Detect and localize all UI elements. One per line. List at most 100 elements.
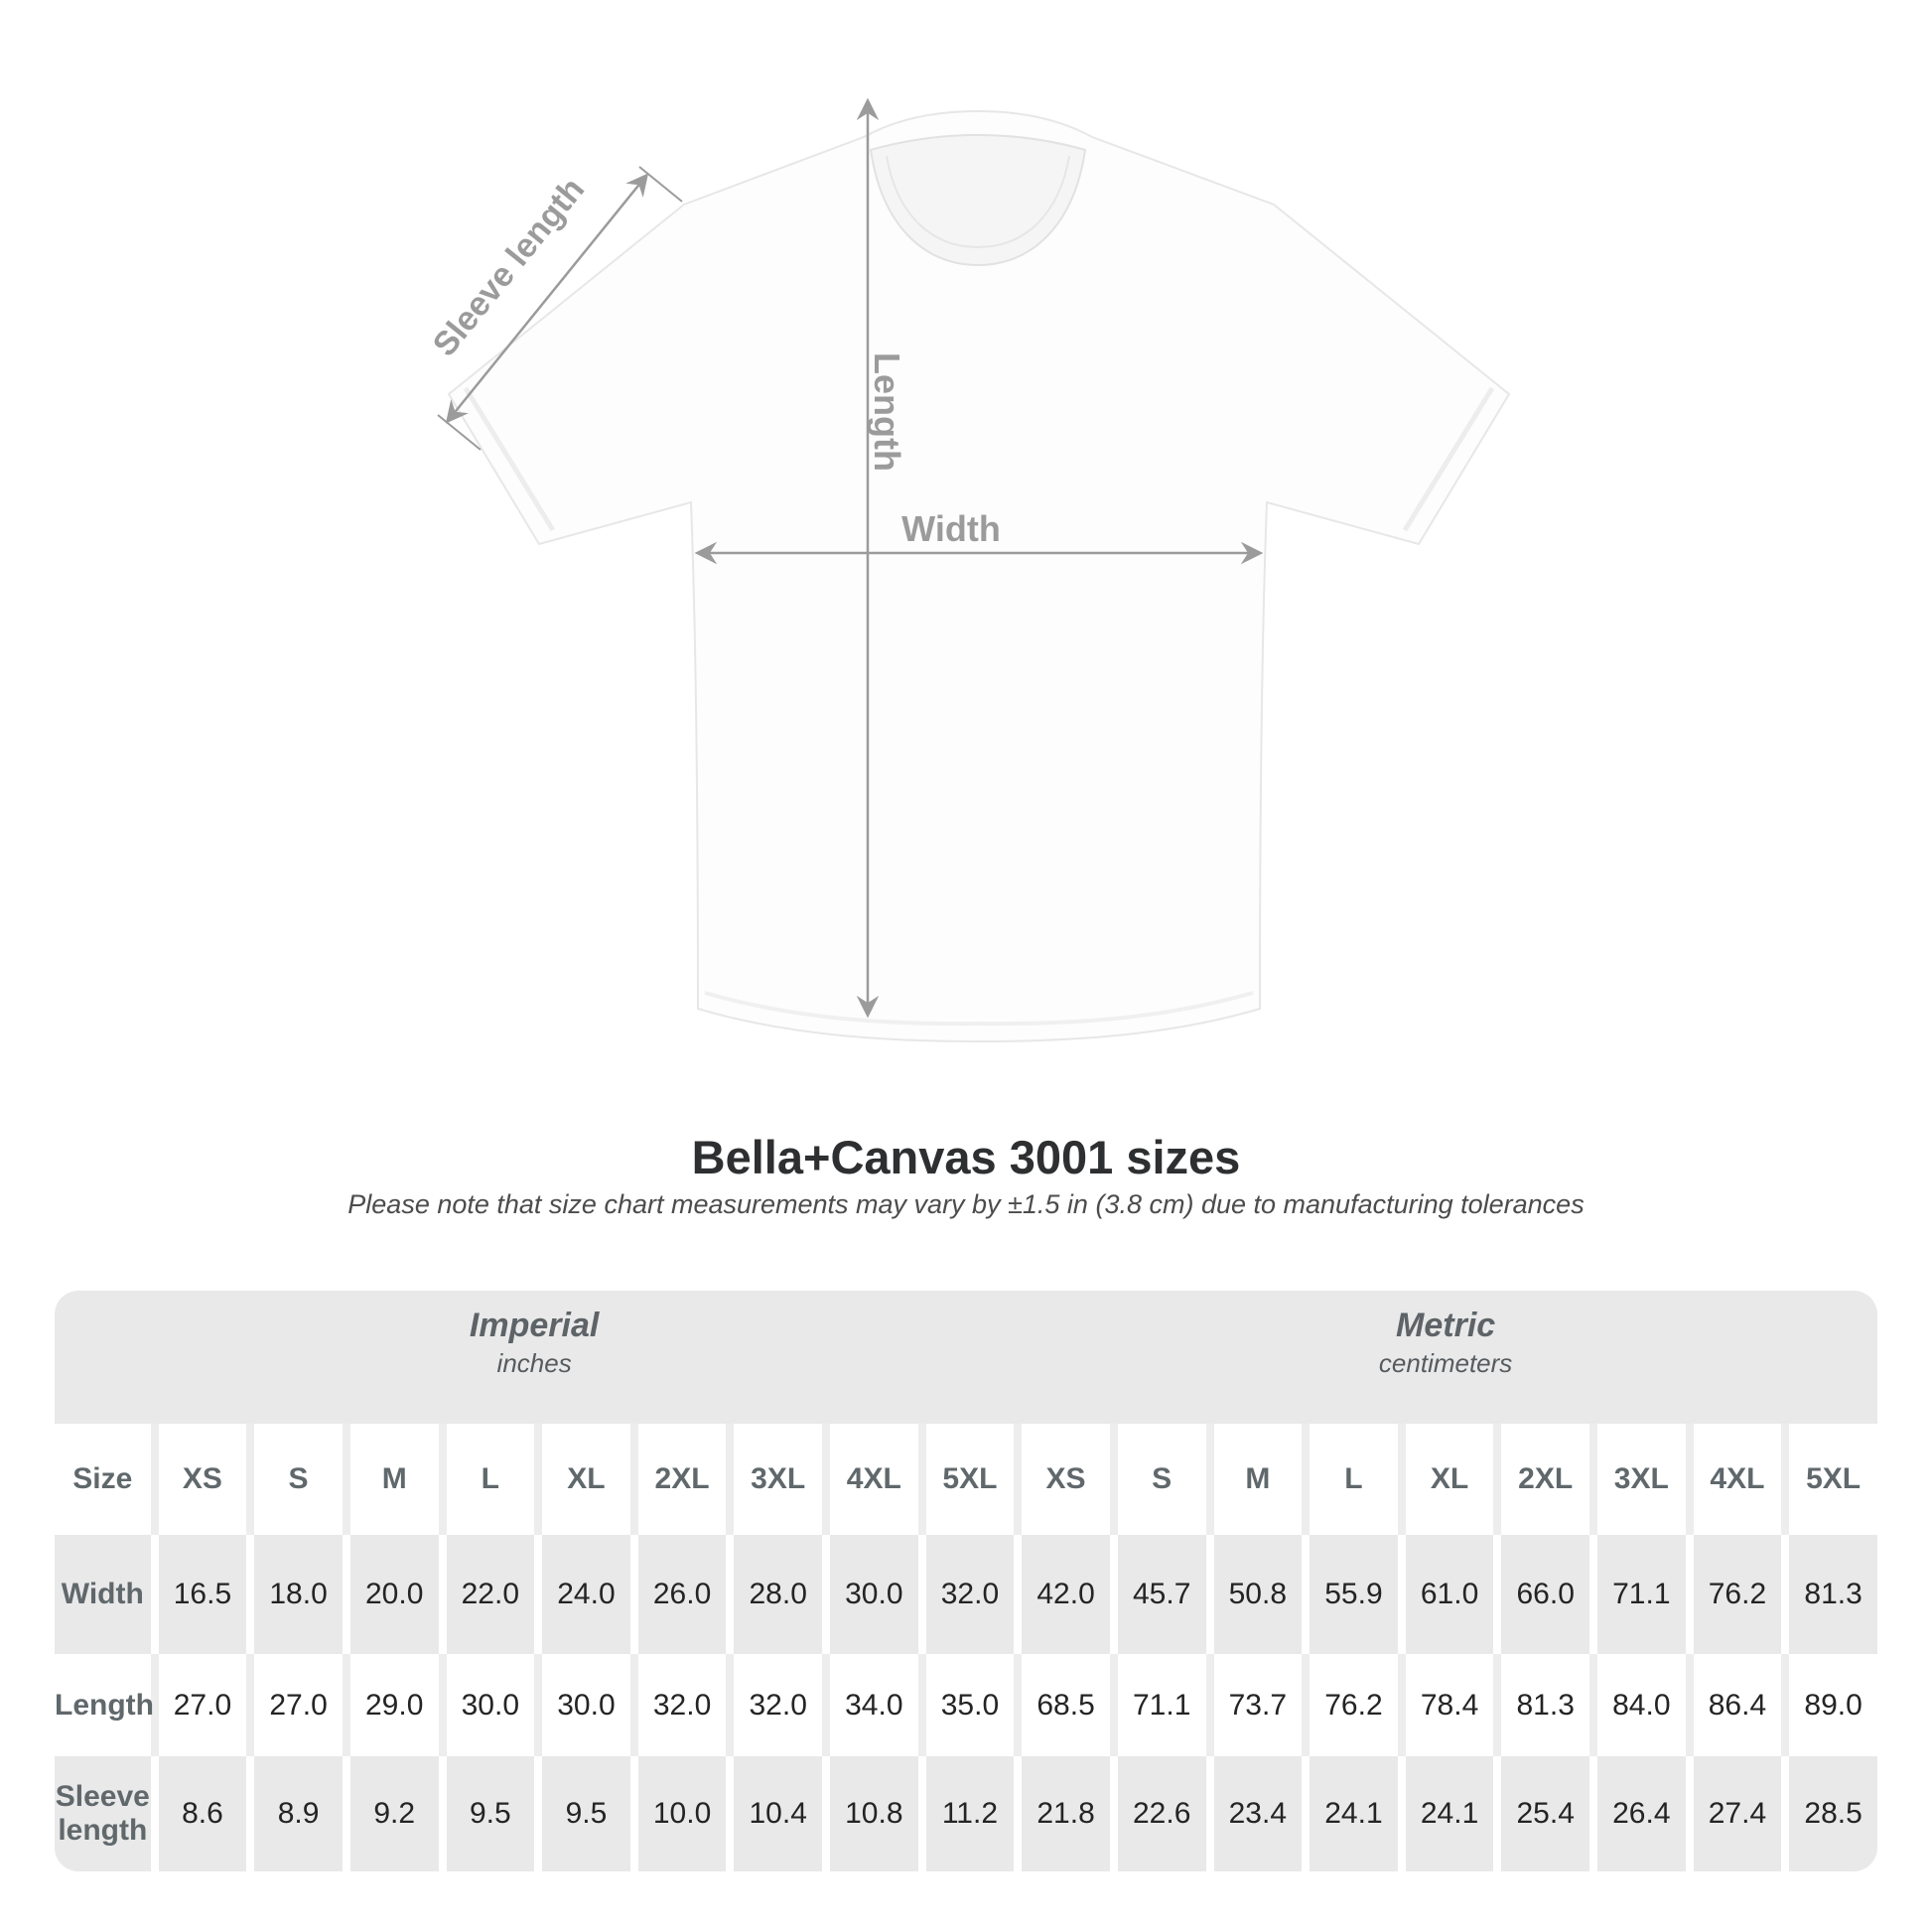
size-value-cell: 76.2: [1302, 1654, 1398, 1756]
metric-group-header: Metric centimeters: [1014, 1291, 1877, 1424]
imperial-unit: inches: [496, 1347, 572, 1378]
sleeve-arrow-start-tick: [437, 414, 482, 451]
size-header-cell: XS: [150, 1424, 247, 1535]
size-value-cell: 28.5: [1781, 1756, 1877, 1871]
size-value-cell: 76.2: [1685, 1535, 1782, 1654]
size-value-cell: 32.0: [629, 1654, 727, 1756]
size-value-cell: 73.7: [1205, 1654, 1303, 1756]
tshirt-measurement-diagram: Length Width Sleeve length: [426, 97, 1511, 1043]
width-label: Width: [901, 508, 1001, 549]
size-value-cell: 10.8: [822, 1756, 918, 1871]
size-value-cell: 27.0: [246, 1654, 343, 1756]
tshirt-illustration: [447, 109, 1511, 1043]
width-row: Width 16.5 18.0 20.0 22.0 24.0 26.0 28.0…: [55, 1535, 1877, 1654]
size-header-cell: XL: [1397, 1424, 1494, 1535]
size-value-cell: 20.0: [342, 1535, 439, 1654]
size-value-cell: 32.0: [917, 1535, 1015, 1654]
page-subtitle: Please note that size chart measurements…: [347, 1189, 1585, 1219]
size-header-cell: 2XL: [1493, 1424, 1589, 1535]
size-value-cell: 26.0: [629, 1535, 727, 1654]
measurement-annotations: [437, 97, 1264, 1019]
size-value-cell: 66.0: [1493, 1535, 1589, 1654]
size-value-cell: 81.3: [1493, 1654, 1589, 1756]
right-cuff-seam: [1402, 386, 1495, 532]
sleeve-length-row: Sleeve length 8.6 8.9 9.2 9.5 9.5 10.0 1…: [55, 1756, 1877, 1871]
row-label: Width: [55, 1535, 151, 1654]
size-value-cell: 9.2: [342, 1756, 439, 1871]
size-value-cell: 28.0: [726, 1535, 822, 1654]
hem-seam: [704, 991, 1254, 1027]
size-header-row: Size XS S M L XL 2XL 3XL 4XL 5XL XS S M …: [55, 1424, 1877, 1535]
size-value-cell: 35.0: [917, 1654, 1015, 1756]
collar-ribbing-seam: [886, 155, 1070, 249]
imperial-label: Imperial: [469, 1307, 600, 1344]
imperial-group-header: Imperial inches: [55, 1291, 1015, 1424]
size-value-cell: 50.8: [1205, 1535, 1303, 1654]
size-header-cell: 3XL: [726, 1424, 822, 1535]
size-value-cell: 34.0: [822, 1654, 918, 1756]
size-value-cell: 8.6: [150, 1756, 247, 1871]
size-value-cell: 27.0: [150, 1654, 247, 1756]
metric-label: Metric: [1396, 1307, 1496, 1344]
size-value-cell: 25.4: [1493, 1756, 1589, 1871]
size-value-cell: 45.7: [1109, 1535, 1206, 1654]
size-header-cell: 5XL: [1781, 1424, 1877, 1535]
size-value-cell: 89.0: [1781, 1654, 1877, 1756]
size-value-cell: 78.4: [1397, 1654, 1494, 1756]
size-header-cell: S: [1109, 1424, 1206, 1535]
size-header-cell: L: [438, 1424, 535, 1535]
size-value-cell: 30.0: [534, 1654, 630, 1756]
size-header-cell: L: [1302, 1424, 1398, 1535]
size-value-cell: 30.0: [822, 1535, 918, 1654]
collar-opening: [869, 133, 1087, 267]
size-header-cell: S: [246, 1424, 343, 1535]
size-header-cell: 5XL: [917, 1424, 1015, 1535]
size-value-cell: 81.3: [1781, 1535, 1877, 1654]
sleeve-length-arrow: [445, 173, 649, 424]
size-value-cell: 55.9: [1302, 1535, 1398, 1654]
size-header-cell: XS: [1014, 1424, 1110, 1535]
size-value-cell: 21.8: [1014, 1756, 1110, 1871]
size-table: Imperial inches Metric centimeters Size …: [55, 1291, 1877, 1871]
size-value-cell: 71.1: [1109, 1654, 1206, 1756]
size-value-cell: 11.2: [917, 1756, 1015, 1871]
size-value-cell: 10.4: [726, 1756, 822, 1871]
row-label: Length: [55, 1654, 154, 1756]
size-value-cell: 10.0: [629, 1756, 727, 1871]
length-row: Length 27.0 27.0 29.0 30.0 30.0 32.0 32.…: [55, 1654, 1877, 1756]
size-header-cell: M: [342, 1424, 439, 1535]
size-value-cell: 16.5: [150, 1535, 247, 1654]
size-header-cell: 4XL: [1685, 1424, 1782, 1535]
size-value-cell: 61.0: [1397, 1535, 1494, 1654]
size-value-cell: 22.0: [438, 1535, 535, 1654]
size-value-cell: 9.5: [534, 1756, 630, 1871]
sleeve-arrow-end-tick: [638, 166, 683, 203]
size-value-cell: 24.1: [1302, 1756, 1398, 1871]
metric-unit: centimeters: [1378, 1347, 1513, 1378]
size-value-cell: 32.0: [726, 1654, 822, 1756]
size-value-cell: 30.0: [438, 1654, 535, 1756]
size-value-cell: 27.4: [1685, 1756, 1782, 1871]
size-header-cell: 4XL: [822, 1424, 918, 1535]
size-column-label: Size: [55, 1424, 151, 1535]
size-value-cell: 24.0: [534, 1535, 630, 1654]
tshirt-outline: [447, 109, 1511, 1043]
size-value-cell: 8.9: [246, 1756, 343, 1871]
length-label: Length: [867, 352, 907, 472]
size-value-cell: 42.0: [1014, 1535, 1110, 1654]
size-value-cell: 29.0: [342, 1654, 439, 1756]
size-header-cell: 2XL: [629, 1424, 727, 1535]
size-value-cell: 71.1: [1589, 1535, 1686, 1654]
unit-group-header-row: Imperial inches Metric centimeters: [55, 1291, 1877, 1424]
size-value-cell: 23.4: [1205, 1756, 1303, 1871]
size-value-cell: 86.4: [1685, 1654, 1782, 1756]
size-value-cell: 26.4: [1589, 1756, 1686, 1871]
size-header-cell: M: [1205, 1424, 1303, 1535]
size-value-cell: 9.5: [438, 1756, 535, 1871]
page-title: Bella+Canvas 3001 sizes: [691, 1131, 1241, 1183]
row-label: Sleeve length: [55, 1756, 151, 1871]
size-value-cell: 22.6: [1109, 1756, 1206, 1871]
size-header-cell: 3XL: [1589, 1424, 1686, 1535]
size-value-cell: 18.0: [246, 1535, 343, 1654]
